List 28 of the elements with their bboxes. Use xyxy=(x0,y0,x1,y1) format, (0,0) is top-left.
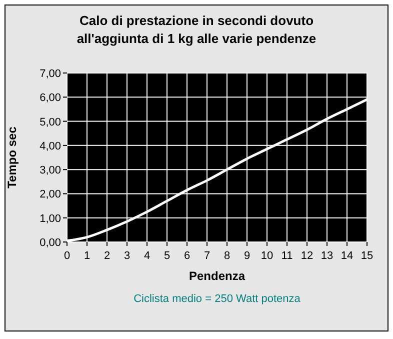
x-tick-label: 13 xyxy=(320,250,334,262)
y-tick-label: 1,00 xyxy=(40,212,61,225)
x-tick-label: 8 xyxy=(224,250,230,262)
x-tick-label: 9 xyxy=(244,250,250,262)
x-tick-label: 7 xyxy=(204,250,210,262)
y-tick-label: 2,00 xyxy=(40,188,61,201)
x-tick-label: 14 xyxy=(340,250,354,262)
x-tick-label: 4 xyxy=(144,250,150,262)
x-tick-label: 5 xyxy=(164,250,170,262)
x-tick-label: 6 xyxy=(184,250,190,262)
x-tick-label: 15 xyxy=(360,250,374,262)
y-tick-label: 3,00 xyxy=(40,164,61,177)
y-tick-label: 5,00 xyxy=(40,116,61,128)
y-tick-label: 6,00 xyxy=(40,92,61,104)
x-tick-label: 3 xyxy=(124,250,130,262)
x-axis-title: Pendenza xyxy=(188,269,246,283)
text: Ciclista medio = 250 Watt potenza xyxy=(134,293,302,305)
y-tick-label: 0,00 xyxy=(40,237,61,249)
y-axis-title: Tempo sec xyxy=(5,126,19,188)
x-tick-label: 11 xyxy=(281,250,293,262)
x-tick-label: 1 xyxy=(84,250,90,262)
x-tick-label: 12 xyxy=(300,250,314,262)
y-tick-label: 4,00 xyxy=(40,140,61,152)
x-tick-label: 2 xyxy=(104,250,110,262)
y-tick-label: 7,00 xyxy=(40,68,61,80)
x-tick-label: 10 xyxy=(260,250,274,262)
chart-title: Calo di prestazione in secondi dovuto all'aggiunta di 1 kg alle varie pendenze xyxy=(76,13,316,46)
x-tick-label: 0 xyxy=(64,250,70,262)
